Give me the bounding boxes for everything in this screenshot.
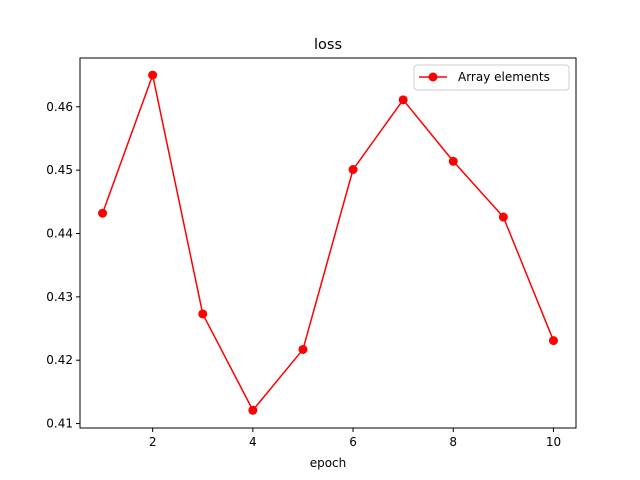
data-point <box>348 165 358 175</box>
y-axis: 0.41 0.42 0.43 0.44 0.45 0.46 <box>46 100 80 431</box>
x-tick-label: 10 <box>546 435 561 449</box>
y-tick-label: 0.43 <box>46 290 73 304</box>
data-point <box>198 309 208 319</box>
data-point <box>248 405 258 415</box>
chart-title: loss <box>314 37 342 53</box>
x-axis: 2 4 6 8 10 <box>149 428 561 449</box>
data-point <box>98 208 108 218</box>
axes-frame <box>79 57 577 429</box>
series-line <box>101 74 555 412</box>
legend-label: Array elements <box>458 70 550 84</box>
data-point <box>498 212 508 222</box>
x-tick-label: 8 <box>449 435 457 449</box>
plot-area <box>98 70 558 415</box>
data-point <box>448 156 458 166</box>
legend-marker <box>428 72 438 82</box>
y-tick-label: 0.45 <box>46 163 73 177</box>
y-tick-label: 0.42 <box>46 353 73 367</box>
y-tick-label: 0.46 <box>46 100 73 114</box>
data-point <box>398 95 408 105</box>
x-axis-label: epoch <box>310 456 347 470</box>
legend-box <box>413 64 570 91</box>
x-tick-label: 4 <box>249 435 257 449</box>
x-tick-label: 6 <box>349 435 357 449</box>
data-point <box>298 344 308 354</box>
y-tick-label: 0.44 <box>46 226 73 240</box>
legend: Array elements <box>413 64 570 91</box>
y-tick-label: 0.41 <box>46 417 73 431</box>
data-point <box>548 336 558 346</box>
x-tick-label: 2 <box>149 435 157 449</box>
data-point <box>148 70 158 80</box>
